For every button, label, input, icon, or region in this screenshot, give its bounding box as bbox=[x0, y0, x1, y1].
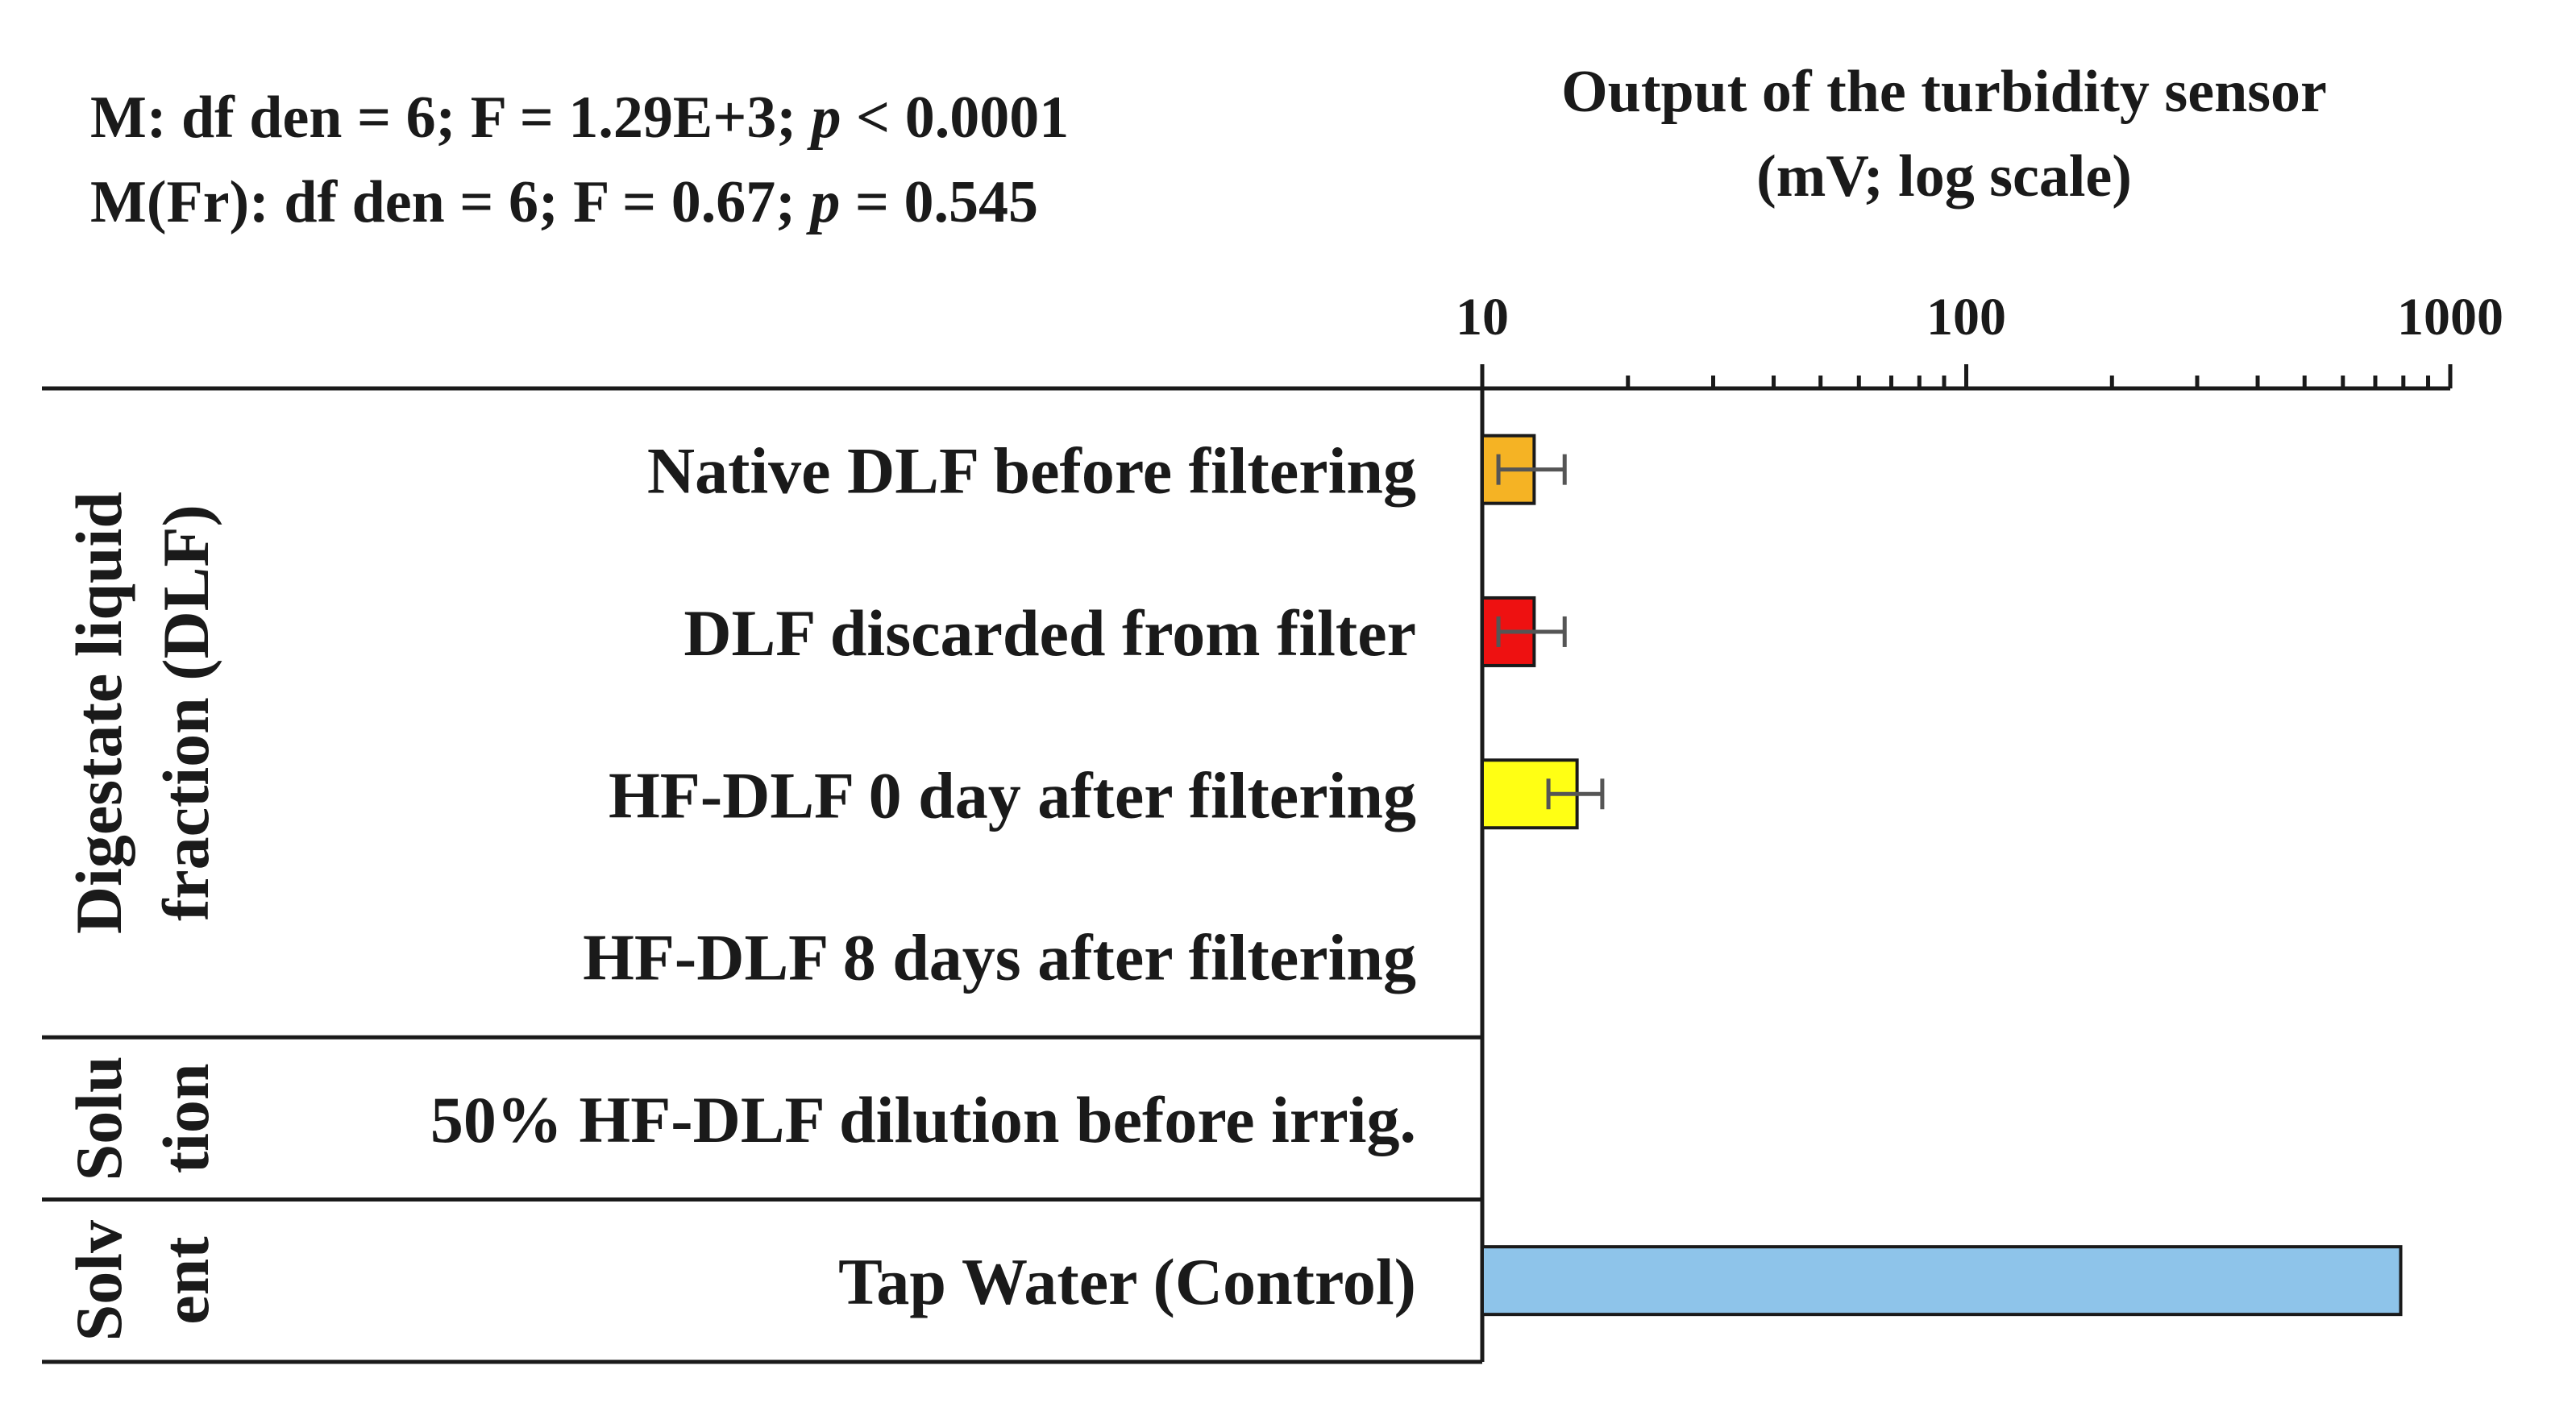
x-tick-label: 10 bbox=[1456, 288, 1509, 347]
stats-line-1-prefix: M: df den = 6; F = 1.29E+3; bbox=[90, 85, 812, 151]
stats-line-2: M(Fr): df den = 6; F = 0.67; p = 0.545 bbox=[90, 169, 1038, 235]
table-rules bbox=[42, 386, 1485, 1364]
stats-line-2-p: p bbox=[805, 169, 840, 235]
category-label: HF-DLF 8 days after filtering bbox=[583, 921, 1416, 994]
group-label: Solu bbox=[62, 1056, 135, 1181]
bars bbox=[1481, 434, 2403, 1317]
category-label: DLF discarded from filter bbox=[683, 596, 1416, 670]
stats-line-1-suffix: < 0.0001 bbox=[841, 85, 1070, 151]
x-tick-label: 100 bbox=[1926, 288, 2006, 347]
group-label: fraction (DLF) bbox=[149, 504, 222, 921]
chart-subtitle: (mV; log scale) bbox=[1756, 143, 2132, 210]
group-label: Solv bbox=[62, 1220, 135, 1341]
bar bbox=[1481, 1245, 2403, 1317]
category-label: HF-DLF 0 day after filtering bbox=[609, 758, 1416, 832]
group-labels: Digestate liquid fraction (DLF) Solu tionSo… bbox=[62, 492, 222, 1341]
stats-line-2-prefix: M(Fr): df den = 6; F = 0.67; bbox=[90, 169, 810, 235]
x-tick-label: 1000 bbox=[2397, 288, 2503, 347]
stats-line-1-p: p bbox=[807, 85, 841, 151]
stats-line-2-suffix: = 0.545 bbox=[840, 169, 1038, 235]
category-label: 50% HF-DLF dilution before irrig. bbox=[430, 1083, 1416, 1156]
category-label: Tap Water (Control) bbox=[838, 1245, 1416, 1318]
chart-title: Output of the turbidity sensor bbox=[1561, 59, 2327, 125]
category-label: Native DLF before filtering bbox=[647, 434, 1416, 508]
group-label: ent bbox=[149, 1236, 222, 1324]
x-axis: 10 100 1000 bbox=[1456, 288, 2503, 391]
stats-line-1: M: df den = 6; F = 1.29E+3; p < 0.0001 bbox=[90, 85, 1069, 151]
group-label: tion bbox=[149, 1063, 222, 1173]
category-labels: Native DLF before filtering DLF discarded… bbox=[430, 434, 1416, 1319]
group-label: Digestate liquid bbox=[62, 492, 135, 934]
